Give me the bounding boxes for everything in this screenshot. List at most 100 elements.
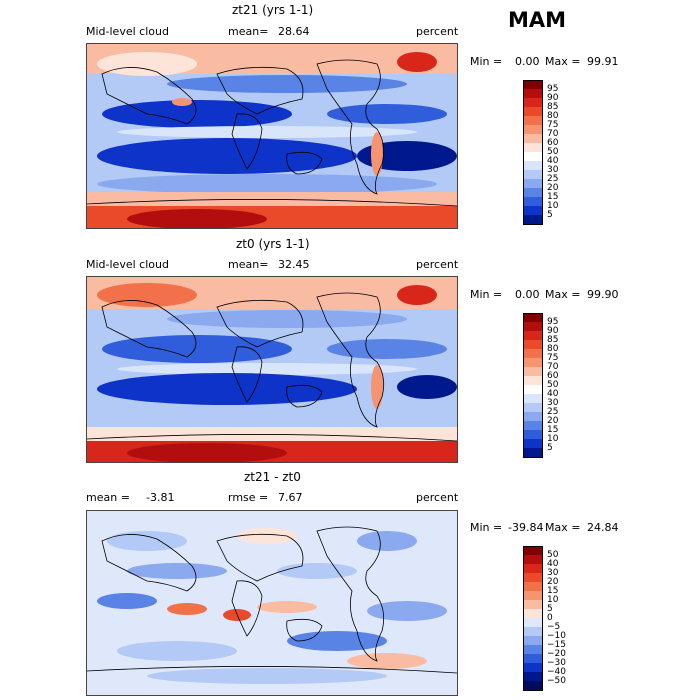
colorbar-tick-label: 50	[547, 550, 559, 560]
panel-1-map	[86, 43, 458, 229]
colorbar-tick-label: 80	[547, 111, 559, 121]
colorbar-tick-label: 80	[547, 344, 559, 354]
colorbar-tick-label: −15	[547, 640, 566, 650]
colorbar-swatch	[523, 179, 543, 189]
colorbar-tick-label: 5	[547, 210, 553, 220]
colorbar-swatch	[523, 573, 543, 583]
colorbar-tick-label: 10	[547, 595, 559, 605]
colorbar-tick-label: 70	[547, 362, 559, 372]
panel-1-mean-label: mean=	[228, 25, 269, 38]
colorbar-swatch	[523, 143, 543, 153]
colorbar-swatch	[523, 134, 543, 144]
colorbar-swatch	[523, 672, 543, 682]
colorbar-tick-label: 0	[547, 613, 553, 623]
panel-2-min-value: 0.00	[515, 288, 540, 301]
colorbar-swatch	[523, 206, 543, 216]
colorbar-tick-label: 75	[547, 353, 559, 363]
colorbar-swatch	[523, 125, 543, 135]
colorbar-swatch	[523, 331, 543, 341]
panel-3-max-label: Max =	[545, 521, 581, 534]
colorbar-tick-label: 70	[547, 129, 559, 139]
colorbar-swatch	[523, 170, 543, 180]
colorbar-tick-label: 20	[547, 577, 559, 587]
colorbar-tick-label: −30	[547, 658, 566, 668]
colorbar-swatch	[523, 80, 543, 90]
panel-1-title: zt21 (yrs 1-1)	[232, 3, 314, 17]
panel-2-mean-value: 32.45	[278, 258, 310, 271]
panel-2-field-label: Mid-level cloud	[86, 258, 169, 271]
panel-1-map-plot	[87, 44, 457, 228]
panel-3-colorbar: 50 40 30 20 15 10 5 0 −5 −10 −15 −20 −30 −40 −50	[523, 546, 583, 691]
colorbar-swatch	[523, 555, 543, 565]
colorbar-swatch	[523, 107, 543, 117]
panel-2-colorbar: 95 90 85 80 75 70 60 50 40 30 25 20 15 10 5	[523, 313, 583, 458]
colorbar-tick-label: 10	[547, 434, 559, 444]
panel-3-mean-label: mean =	[86, 491, 130, 504]
colorbar-swatch	[523, 313, 543, 323]
colorbar-swatch	[523, 448, 543, 458]
colorbar-swatch	[523, 430, 543, 440]
colorbar-swatch	[523, 322, 543, 332]
colorbar-swatch	[523, 681, 543, 691]
colorbar-swatch	[523, 161, 543, 171]
colorbar-tick-label: 25	[547, 407, 559, 417]
colorbar-tick-label: 20	[547, 183, 559, 193]
panel-2-max-label: Max =	[545, 288, 581, 301]
colorbar-swatch	[523, 591, 543, 601]
colorbar-tick-label: 50	[547, 147, 559, 157]
panel-3-map	[86, 510, 458, 696]
colorbar-tick-label: 30	[547, 398, 559, 408]
panel-1-min-value: 0.00	[515, 55, 540, 68]
colorbar-swatch	[523, 564, 543, 574]
colorbar-swatch	[523, 600, 543, 610]
colorbar-swatch	[523, 188, 543, 198]
colorbar-swatch	[523, 367, 543, 377]
colorbar-tick-label: −40	[547, 667, 566, 677]
panel-1-min-label: Min =	[470, 55, 503, 68]
panel-1-max-label: Max =	[545, 55, 581, 68]
panel-3-map-plot	[87, 511, 457, 695]
colorbar-tick-label: −10	[547, 631, 566, 641]
colorbar-tick-label: −50	[547, 676, 566, 686]
colorbar-tick-label: 60	[547, 138, 559, 148]
colorbar-swatch	[523, 609, 543, 619]
colorbar-tick-label: 20	[547, 416, 559, 426]
panel-2-max-value: 99.90	[587, 288, 619, 301]
colorbar-swatch	[523, 349, 543, 359]
colorbar-swatch	[523, 197, 543, 207]
panel-1-max-value: 99.91	[587, 55, 619, 68]
colorbar-tick-label: 90	[547, 326, 559, 336]
colorbar-swatch	[523, 546, 543, 556]
panel-1-colorbar: 95 90 85 80 75 70 60 50 40 30 25 20 15 10 5	[523, 80, 583, 225]
colorbar-tick-label: 60	[547, 371, 559, 381]
colorbar-swatch	[523, 358, 543, 368]
panel-3-max-value: 24.84	[587, 521, 619, 534]
panel-2-units: percent	[416, 258, 459, 271]
panel-3-min-label: Min =	[470, 521, 503, 534]
colorbar-tick-label: 50	[547, 380, 559, 390]
colorbar-tick-label: −20	[547, 649, 566, 659]
season-label: MAM	[508, 8, 567, 32]
colorbar-swatch	[523, 654, 543, 664]
colorbar-tick-label: 75	[547, 120, 559, 130]
colorbar-tick-label: 5	[547, 443, 553, 453]
panel-3-title: zt21 - zt0	[244, 470, 301, 484]
colorbar-swatch	[523, 394, 543, 404]
colorbar-tick-label: 15	[547, 586, 559, 596]
colorbar-swatch	[523, 152, 543, 162]
panel-2-map	[86, 276, 458, 463]
colorbar-swatch	[523, 340, 543, 350]
colorbar-tick-label: 25	[547, 174, 559, 184]
panel-1-units: percent	[416, 25, 459, 38]
colorbar-tick-label: 95	[547, 84, 559, 94]
colorbar-swatch	[523, 215, 543, 225]
panel-1-field-label: Mid-level cloud	[86, 25, 169, 38]
colorbar-tick-label: 15	[547, 192, 559, 202]
colorbar-swatch	[523, 582, 543, 592]
colorbar-swatch	[523, 376, 543, 386]
panel-3-min-value: -39.84	[508, 521, 544, 534]
panel-1-mean-value: 28.64	[278, 25, 310, 38]
colorbar-swatch	[523, 636, 543, 646]
colorbar-swatch	[523, 421, 543, 431]
panel-2-map-plot	[87, 277, 457, 462]
